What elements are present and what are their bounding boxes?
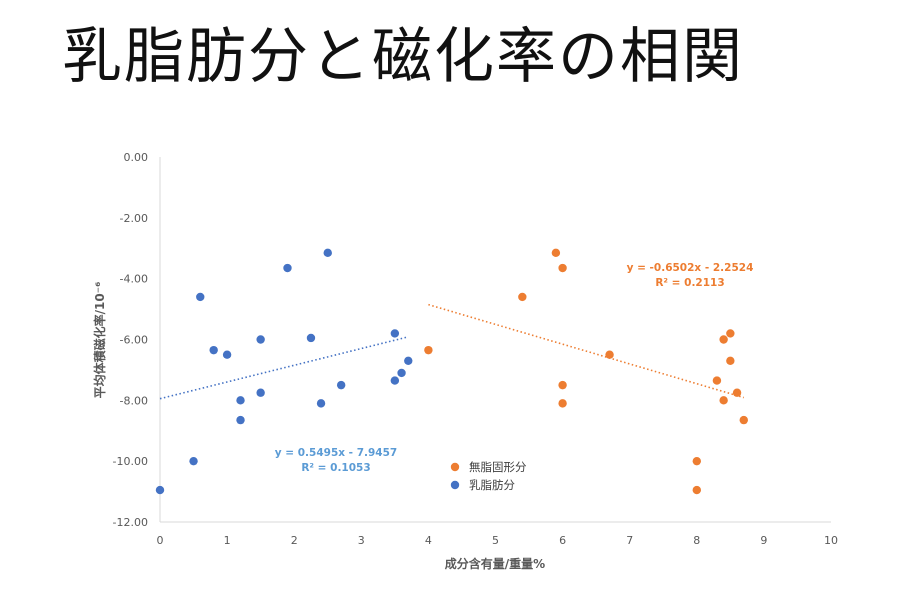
data-point [692, 485, 701, 495]
slide-title: 乳脂肪分と磁化率の相関 [62, 22, 744, 92]
data-point [739, 415, 748, 425]
data-point [719, 335, 728, 344]
x-axis-title: 成分含有量/重量% [445, 556, 545, 571]
trendline-r-squared: R² = 0.1053 [301, 462, 370, 474]
y-tick-label: -10.00 [113, 455, 148, 468]
data-point [424, 345, 433, 355]
y-tick-label: -8.00 [120, 394, 148, 407]
x-tick-label: 2 [291, 534, 298, 547]
trendline-equations: y = -0.6502x - 2.2524 R² = 0.2113 y = 0.54… [275, 262, 754, 474]
data-point [719, 396, 728, 405]
data-point [155, 485, 165, 495]
data-point [558, 380, 567, 390]
data-point [732, 388, 742, 397]
trendline-equation: y = 0.5495x - 7.9457 [275, 447, 397, 459]
data-point [558, 399, 567, 408]
x-tick-label: 3 [358, 534, 365, 547]
y-tick-label: -4.00 [120, 273, 148, 286]
x-tick-label: 0 [157, 534, 164, 547]
data-point [336, 380, 346, 390]
legend-label: 乳脂肪分 [469, 478, 515, 492]
x-tick-label: 10 [824, 534, 838, 547]
trendline [428, 303, 744, 399]
data-point [397, 368, 406, 378]
data-point [306, 333, 316, 343]
x-tick-label: 5 [492, 534, 499, 547]
data-point [256, 335, 265, 344]
legend-label: 無脂固形分 [469, 460, 527, 474]
data-point [256, 388, 265, 397]
x-tick-label: 8 [693, 534, 700, 547]
legend-marker [450, 462, 460, 472]
x-tick-label: 9 [760, 534, 767, 547]
x-tick-label: 1 [224, 534, 231, 547]
data-point [726, 329, 735, 338]
y-axis-title: 平均体積磁化率/10⁻⁶ [92, 282, 107, 399]
data-point [692, 456, 701, 466]
data-point [551, 248, 561, 258]
data-point [236, 415, 245, 425]
data-point [558, 263, 567, 273]
y-tick-label: -6.00 [120, 334, 148, 347]
trendline [159, 336, 409, 400]
data-point [283, 263, 292, 273]
data-point [209, 345, 218, 355]
data-point [390, 376, 400, 385]
data-point [189, 456, 198, 466]
data-point [222, 350, 232, 359]
data-point [196, 292, 205, 302]
chart-axes: 0 1 2 3 4 5 6 7 8 9 10 0.00 -2.00 -4.00 -6.00 -8.00 -10.… [113, 151, 838, 547]
y-tick-label: -2.00 [120, 212, 148, 225]
trendlines [159, 303, 744, 400]
x-tick-label: 7 [626, 534, 633, 547]
data-point [236, 396, 245, 405]
data-point [316, 399, 326, 408]
x-tick-label: 4 [425, 534, 432, 547]
data-point [726, 356, 735, 365]
y-tick-label: 0.00 [124, 151, 149, 164]
data-points [155, 248, 748, 495]
data-point [323, 248, 332, 258]
y-tick-label: -12.00 [113, 516, 148, 529]
data-point [518, 292, 527, 302]
trendline-equation: y = -0.6502x - 2.2524 [627, 262, 754, 274]
data-point [605, 350, 614, 359]
legend-marker [450, 480, 460, 490]
data-point [712, 376, 722, 385]
data-point [390, 329, 400, 338]
x-tick-label: 6 [559, 534, 566, 547]
trendline-r-squared: R² = 0.2113 [655, 277, 724, 289]
data-point [404, 356, 413, 365]
